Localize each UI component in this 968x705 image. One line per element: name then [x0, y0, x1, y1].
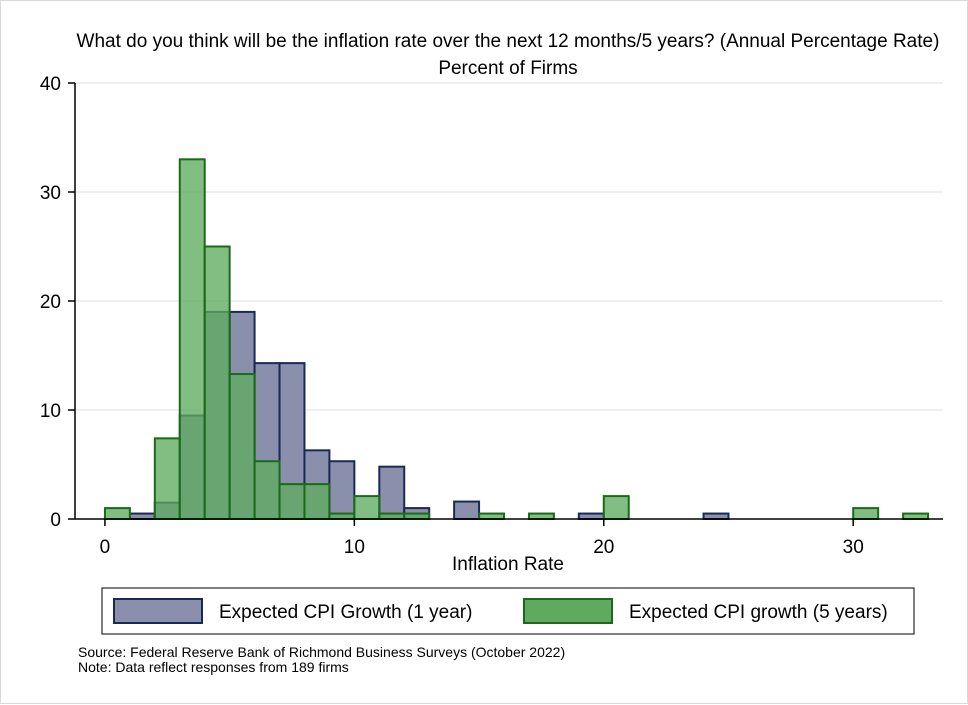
- bars-1y-bar-0: [128, 512, 156, 520]
- bars-5y-bar-9: [353, 495, 381, 520]
- series-5-year-bars: [103, 158, 930, 521]
- bars-5y-bar-0: [103, 507, 131, 521]
- bars-5y-bar-2: [178, 158, 206, 521]
- bars-5y-bar-5: [253, 460, 281, 521]
- bars-1y-bar-11: [453, 500, 481, 520]
- y-tick-label-0: 0: [50, 510, 61, 531]
- bars-1y-bar-8: [328, 460, 356, 521]
- legend: Expected CPI Growth (1 year) Expected CP…: [101, 587, 915, 635]
- x-tick-label-10: 10: [344, 537, 365, 558]
- source-text: Source: Federal Reserve Bank of Richmond…: [78, 644, 566, 660]
- y-tick-label-40: 40: [40, 74, 61, 95]
- chart-subtitle: Percent of Firms: [438, 58, 577, 79]
- bars-5y-bar-1: [153, 437, 181, 520]
- bars-5y-bar-14: [602, 495, 630, 520]
- chart-title: What do you think will be the inflation …: [77, 31, 940, 52]
- bars-5y-bar-12: [478, 512, 506, 520]
- bars-5y-bar-4: [228, 373, 256, 520]
- bars-5y-bar-6: [278, 483, 306, 520]
- bars-1y-bar-12: [577, 512, 605, 520]
- y-tick-label-30: 30: [40, 183, 61, 204]
- bars-5y-bar-11: [403, 512, 431, 520]
- x-axis-label: Inflation Rate: [452, 554, 564, 575]
- bars-5y-bar-13: [527, 512, 555, 520]
- source-notes: Source: Federal Reserve Bank of Richmond…: [78, 645, 565, 675]
- bars-5y-bar-7: [303, 483, 331, 520]
- bars-5y-bar-15: [852, 507, 880, 521]
- axes: 0 10 20 30 40 0 10 20 30: [40, 74, 943, 558]
- y-tick-label-20: 20: [40, 292, 61, 313]
- bars-5y-bar-8: [328, 512, 356, 520]
- bars-5y-bar-3: [203, 245, 231, 520]
- legend-box: [101, 587, 915, 635]
- bars-1y-bar-9: [378, 465, 406, 520]
- x-tick-label-30: 30: [843, 537, 864, 558]
- legend-swatch-5-year: [523, 598, 613, 624]
- bars-5y-bar-10: [378, 512, 406, 520]
- y-tick-label-10: 10: [40, 401, 61, 422]
- bars-5y-bar-16: [902, 512, 930, 520]
- bars-1y-bar-13: [702, 512, 730, 520]
- x-tick-label-0: 0: [100, 537, 111, 558]
- legend-swatch-1-year: [113, 598, 203, 624]
- legend-label-1-year: Expected CPI Growth (1 year): [219, 602, 472, 623]
- legend-label-5-year: Expected CPI growth (5 years): [629, 602, 888, 623]
- note-text: Note: Data reflect responses from 189 fi…: [78, 659, 349, 675]
- x-tick-label-20: 20: [593, 537, 614, 558]
